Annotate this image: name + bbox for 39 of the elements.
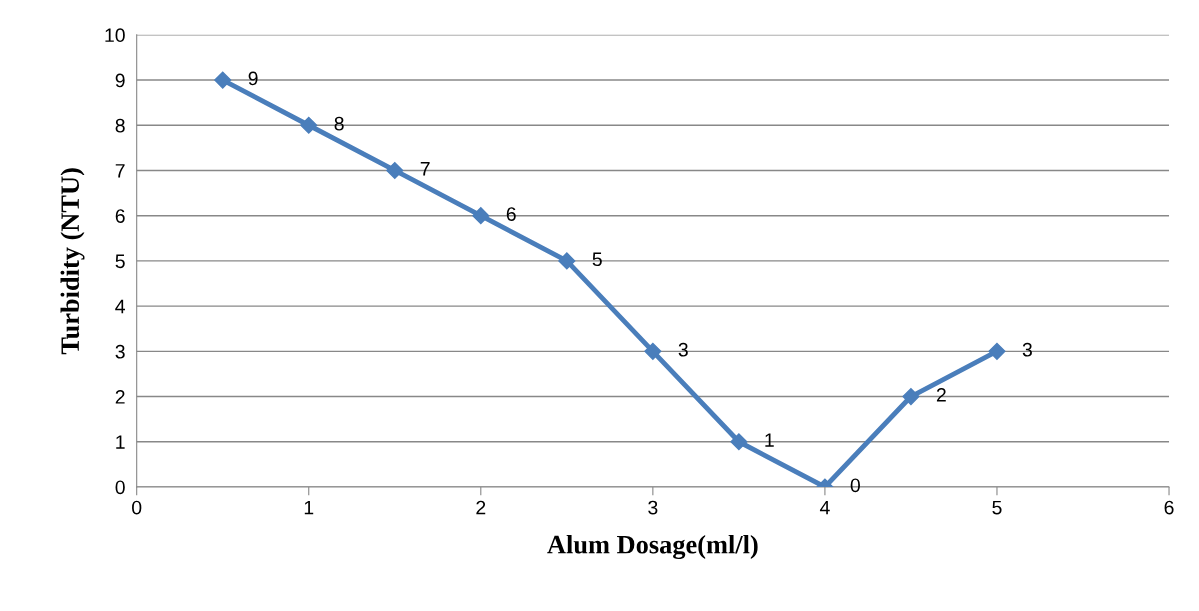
y-tick-label: 8	[115, 118, 125, 133]
y-tick-label: 3	[115, 344, 125, 359]
x-tick-label: 6	[1164, 500, 1174, 515]
x-tick-label: 3	[648, 500, 658, 515]
data-label: 8	[334, 116, 344, 131]
point	[730, 433, 748, 451]
y-tick-label: 7	[115, 164, 125, 178]
y-tick-label: 2	[115, 390, 125, 404]
point	[558, 252, 576, 270]
point	[214, 71, 232, 89]
point	[300, 116, 318, 134]
point	[386, 161, 404, 180]
data-label: 3	[1022, 342, 1032, 357]
data-label: 6	[506, 207, 516, 221]
y-tick-label: 6	[115, 209, 125, 223]
data-label: 2	[936, 387, 946, 402]
x-tick-label: 1	[304, 500, 314, 515]
point	[644, 342, 662, 360]
x-tick-label: 4	[819, 500, 830, 515]
x-tick-label: 5	[992, 500, 1002, 515]
data-label: 0	[850, 478, 860, 493]
point	[472, 207, 490, 225]
y-tick-label: 5	[115, 254, 125, 269]
x-axis-title: Alum Dosage(ml/l)	[547, 534, 758, 560]
y-tick-label: 9	[115, 73, 125, 88]
y-tick-label: 1	[116, 435, 125, 449]
data-label: 9	[248, 71, 258, 86]
y-axis-title: Turbidity (NTU)	[60, 168, 85, 355]
x-tick-label: 0	[132, 500, 142, 515]
data-label: 7	[420, 162, 430, 176]
data-label: 1	[765, 433, 774, 447]
data-label: 5	[592, 252, 602, 267]
y-tick-label: 4	[115, 299, 126, 314]
y-tick-label: 0	[115, 480, 125, 495]
x-tick-label: 2	[476, 500, 486, 515]
point	[988, 342, 1006, 360]
data-label: 3	[678, 342, 688, 357]
y-tick-label: 10	[105, 28, 125, 43]
point	[902, 387, 920, 406]
